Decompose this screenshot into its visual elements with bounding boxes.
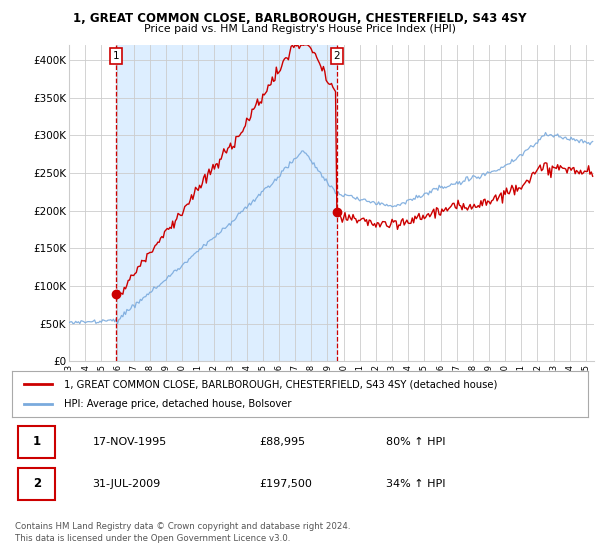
Text: Price paid vs. HM Land Registry's House Price Index (HPI): Price paid vs. HM Land Registry's House … (144, 24, 456, 34)
Text: 17-NOV-1995: 17-NOV-1995 (92, 437, 167, 447)
Text: 1, GREAT COMMON CLOSE, BARLBOROUGH, CHESTERFIELD, S43 4SY (detached house): 1, GREAT COMMON CLOSE, BARLBOROUGH, CHES… (64, 379, 497, 389)
Text: 1: 1 (112, 51, 119, 61)
Text: HPI: Average price, detached house, Bolsover: HPI: Average price, detached house, Bols… (64, 399, 292, 409)
Text: 31-JUL-2009: 31-JUL-2009 (92, 479, 161, 489)
Text: 2: 2 (334, 51, 340, 61)
Text: 1: 1 (33, 435, 41, 449)
Text: £88,995: £88,995 (260, 437, 306, 447)
Text: 1, GREAT COMMON CLOSE, BARLBOROUGH, CHESTERFIELD, S43 4SY: 1, GREAT COMMON CLOSE, BARLBOROUGH, CHES… (73, 12, 527, 25)
Text: 2: 2 (33, 477, 41, 491)
Bar (116, 45, 337, 361)
FancyBboxPatch shape (18, 426, 55, 458)
Text: £197,500: £197,500 (260, 479, 313, 489)
Text: 34% ↑ HPI: 34% ↑ HPI (386, 479, 446, 489)
Text: 80% ↑ HPI: 80% ↑ HPI (386, 437, 446, 447)
FancyBboxPatch shape (18, 468, 55, 500)
Text: Contains HM Land Registry data © Crown copyright and database right 2024.
This d: Contains HM Land Registry data © Crown c… (15, 522, 350, 543)
